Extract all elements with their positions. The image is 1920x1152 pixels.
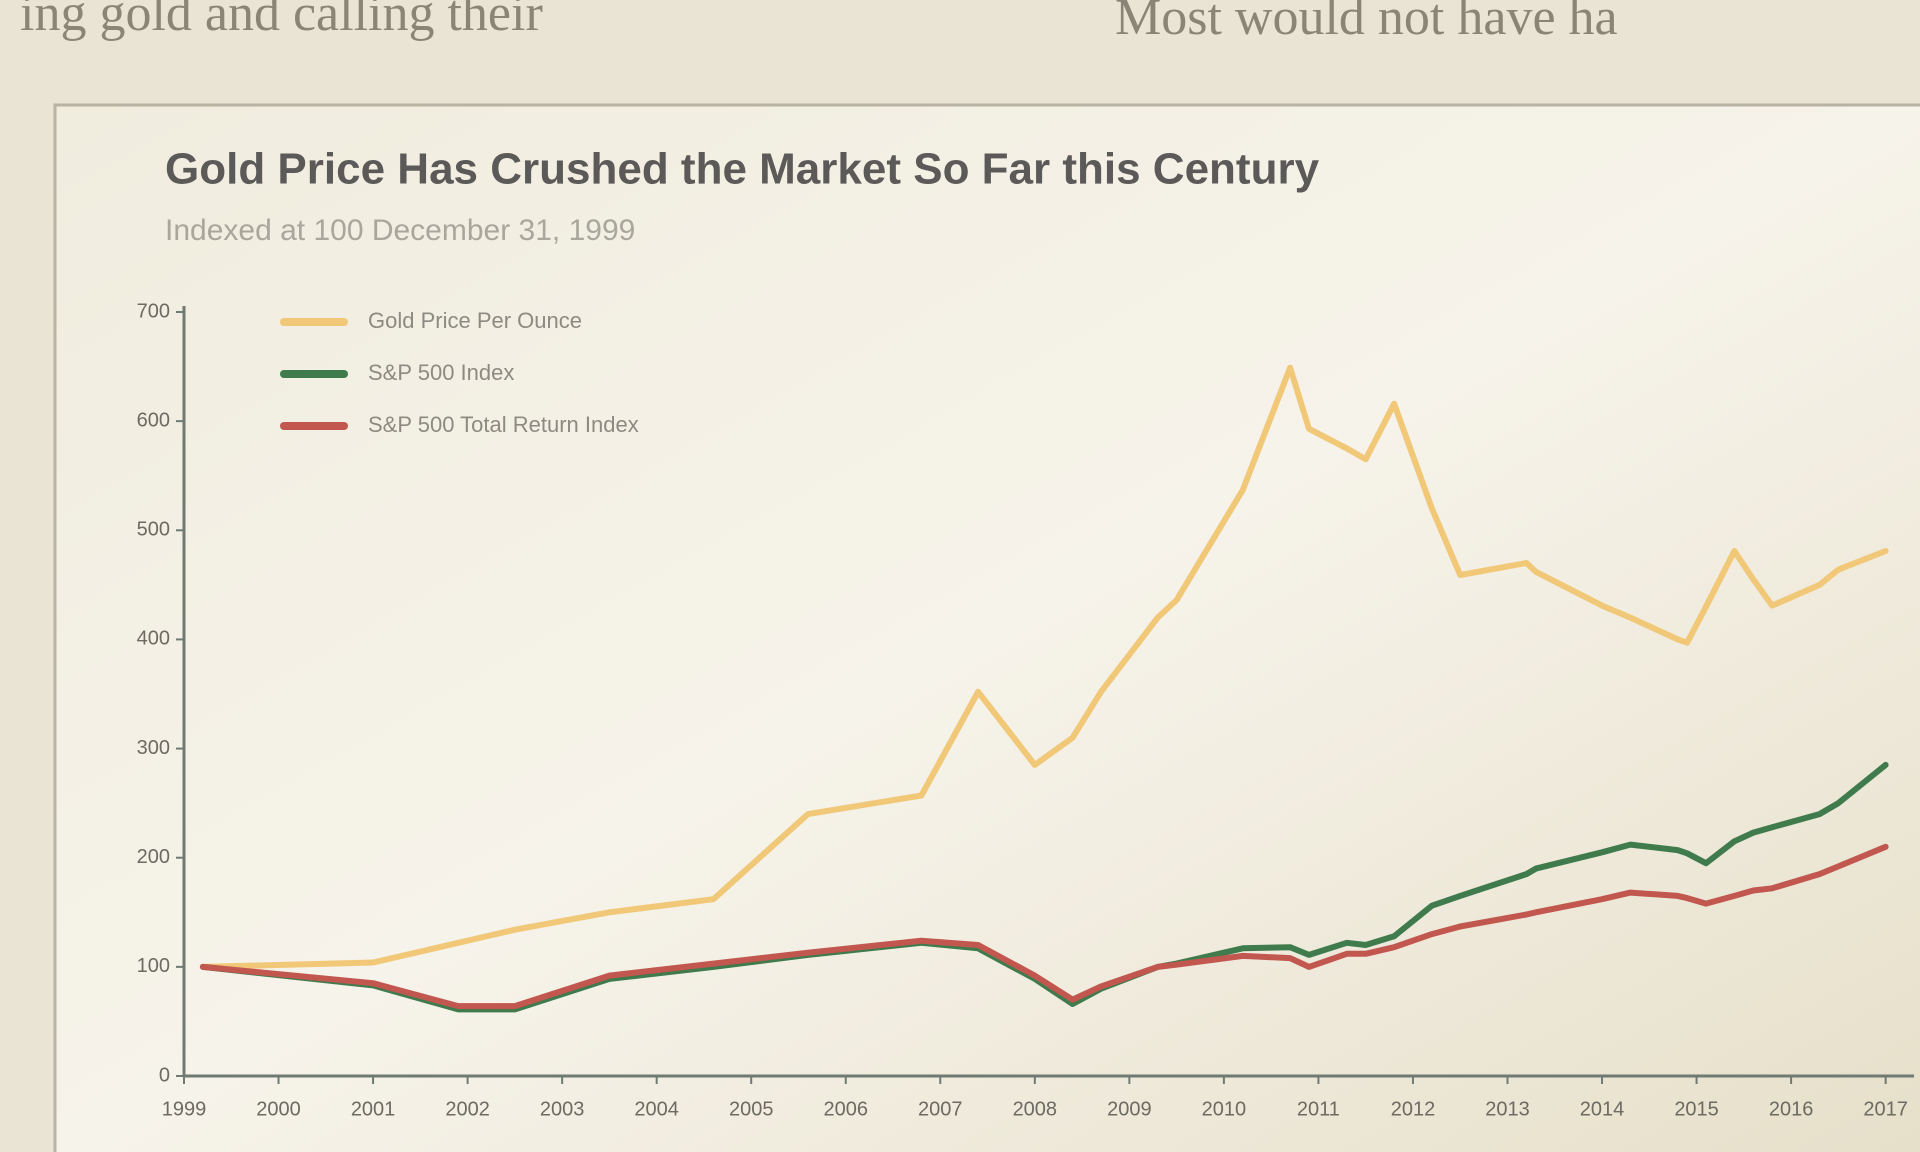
legend-label: S&P 500 Total Return Index bbox=[368, 412, 639, 437]
x-tick-label: 2008 bbox=[1013, 1098, 1058, 1120]
x-tick-label: 2014 bbox=[1580, 1098, 1625, 1120]
chart-frame bbox=[53, 103, 1920, 1152]
chart-title: Gold Price Has Crushed the Market So Far… bbox=[165, 145, 1320, 194]
x-tick-label: 2001 bbox=[351, 1098, 396, 1120]
y-tick-label: 200 bbox=[137, 846, 170, 868]
x-tick-label: 2010 bbox=[1202, 1098, 1247, 1120]
y-tick-label: 0 bbox=[159, 1064, 170, 1086]
x-tick-label: 2006 bbox=[823, 1098, 868, 1120]
x-tick-label: 2003 bbox=[540, 1098, 585, 1120]
x-tick-label: 2013 bbox=[1485, 1098, 1530, 1120]
x-tick-label: 2012 bbox=[1391, 1098, 1436, 1120]
y-tick-label: 500 bbox=[137, 519, 170, 541]
x-tick-label: 2000 bbox=[256, 1098, 301, 1120]
series-line bbox=[199, 843, 1889, 1010]
x-tick-label: 2004 bbox=[634, 1098, 679, 1120]
y-tick-label: 300 bbox=[137, 737, 170, 759]
page-text: Most would not have ha bbox=[1115, 0, 1618, 46]
x-tick-label: 2005 bbox=[729, 1098, 774, 1120]
x-tick-label: 2011 bbox=[1297, 1098, 1340, 1120]
chart-subtitle: Indexed at 100 December 31, 1999 bbox=[165, 214, 635, 247]
x-tick-label: 2016 bbox=[1769, 1098, 1814, 1120]
x-tick-label: 1999 bbox=[162, 1098, 207, 1120]
page-text: ing gold and calling their bbox=[20, 0, 543, 42]
x-tick-label: 2002 bbox=[445, 1098, 490, 1120]
x-tick-label: 2015 bbox=[1674, 1098, 1719, 1120]
legend-label: Gold Price Per Ounce bbox=[368, 308, 582, 333]
y-tick-label: 400 bbox=[137, 628, 170, 650]
series-line bbox=[199, 364, 1889, 970]
x-tick-label: 2007 bbox=[918, 1098, 963, 1120]
x-tick-label: 2017 bbox=[1863, 1098, 1908, 1120]
legend-label: S&P 500 Index bbox=[368, 360, 514, 385]
y-tick-label: 700 bbox=[137, 300, 170, 322]
y-tick-label: 100 bbox=[137, 955, 170, 977]
x-tick-label: 2009 bbox=[1107, 1098, 1152, 1120]
y-tick-label: 600 bbox=[137, 409, 170, 431]
